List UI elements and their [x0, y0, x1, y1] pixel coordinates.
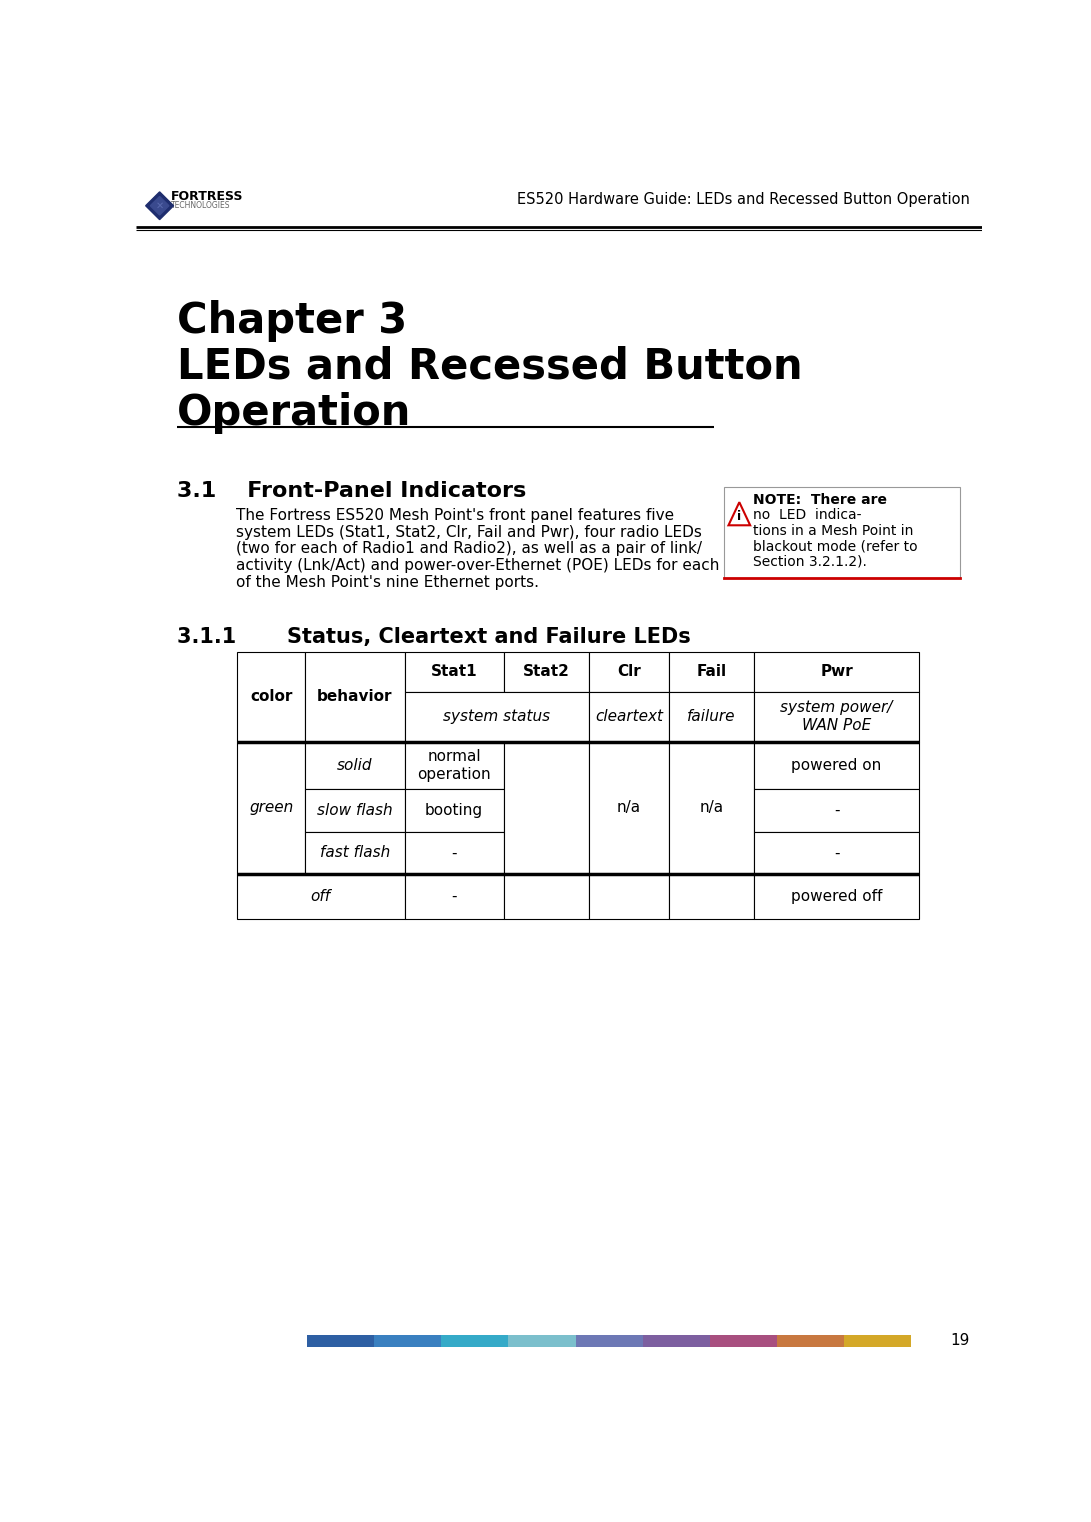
FancyBboxPatch shape: [237, 741, 305, 874]
Text: 3.1    Front-Panel Indicators: 3.1 Front-Panel Indicators: [177, 481, 526, 501]
Text: off: off: [311, 889, 331, 904]
Text: color: color: [250, 689, 292, 705]
Text: Operation: Operation: [177, 393, 411, 434]
FancyBboxPatch shape: [754, 831, 919, 874]
Text: tions in a Mesh Point in: tions in a Mesh Point in: [753, 524, 913, 537]
Text: cleartext: cleartext: [595, 709, 663, 724]
FancyBboxPatch shape: [405, 831, 504, 874]
Text: Stat2: Stat2: [523, 664, 570, 679]
FancyBboxPatch shape: [504, 741, 589, 874]
FancyBboxPatch shape: [589, 691, 669, 741]
FancyBboxPatch shape: [754, 874, 919, 919]
FancyBboxPatch shape: [589, 741, 669, 874]
Text: 3.1.1       Status, Cleartext and Failure LEDs: 3.1.1 Status, Cleartext and Failure LEDs: [177, 627, 691, 647]
FancyBboxPatch shape: [305, 831, 405, 874]
Text: -: -: [834, 845, 839, 860]
Text: -: -: [834, 804, 839, 819]
Text: no  LED  indica-: no LED indica-: [753, 508, 862, 522]
Text: NOTE:  There are: NOTE: There are: [753, 493, 887, 507]
Text: behavior: behavior: [317, 689, 393, 705]
FancyBboxPatch shape: [754, 651, 919, 691]
Polygon shape: [729, 502, 751, 525]
FancyBboxPatch shape: [441, 1335, 508, 1347]
FancyBboxPatch shape: [237, 874, 405, 919]
FancyBboxPatch shape: [669, 691, 754, 741]
Text: system power/
WAN PoE: system power/ WAN PoE: [780, 700, 892, 732]
Text: Section 3.2.1.2).: Section 3.2.1.2).: [753, 554, 867, 569]
FancyBboxPatch shape: [405, 651, 504, 691]
FancyBboxPatch shape: [754, 691, 919, 741]
Text: ES520 Hardware Guide: LEDs and Recessed Button Operation: ES520 Hardware Guide: LEDs and Recessed …: [517, 192, 970, 207]
FancyBboxPatch shape: [589, 874, 669, 919]
Text: normal
operation: normal operation: [418, 749, 491, 782]
Text: -: -: [452, 889, 457, 904]
Text: TECHNOLOGIES: TECHNOLOGIES: [170, 201, 230, 210]
FancyBboxPatch shape: [504, 874, 589, 919]
FancyBboxPatch shape: [405, 874, 504, 919]
FancyBboxPatch shape: [405, 691, 589, 741]
Text: green: green: [249, 801, 293, 816]
Text: (two for each of Radio1 and Radio2), as well as a pair of link/: (two for each of Radio1 and Radio2), as …: [236, 542, 702, 557]
Text: 19: 19: [950, 1333, 970, 1348]
Text: ✕: ✕: [156, 201, 164, 210]
Text: system status: system status: [443, 709, 550, 724]
Text: Stat1: Stat1: [431, 664, 478, 679]
Text: Chapter 3: Chapter 3: [177, 300, 407, 341]
Text: Fail: Fail: [696, 664, 727, 679]
FancyBboxPatch shape: [237, 651, 305, 741]
Text: n/a: n/a: [699, 801, 723, 816]
Text: booting: booting: [425, 804, 483, 819]
Text: failure: failure: [687, 709, 735, 724]
FancyBboxPatch shape: [754, 741, 919, 790]
FancyBboxPatch shape: [844, 1335, 911, 1347]
Text: solid: solid: [337, 758, 373, 773]
Polygon shape: [151, 196, 169, 215]
FancyBboxPatch shape: [723, 487, 960, 578]
FancyBboxPatch shape: [710, 1335, 777, 1347]
FancyBboxPatch shape: [754, 790, 919, 831]
Polygon shape: [146, 192, 173, 219]
FancyBboxPatch shape: [405, 741, 504, 790]
Text: slow flash: slow flash: [317, 804, 393, 819]
Text: of the Mesh Point's nine Ethernet ports.: of the Mesh Point's nine Ethernet ports.: [236, 575, 539, 591]
Text: activity (Lnk/Act) and power-over-Ethernet (POE) LEDs for each: activity (Lnk/Act) and power-over-Ethern…: [236, 559, 719, 574]
FancyBboxPatch shape: [643, 1335, 710, 1347]
Text: Clr: Clr: [618, 664, 640, 679]
FancyBboxPatch shape: [305, 741, 405, 790]
Text: FORTRESS: FORTRESS: [170, 190, 243, 204]
FancyBboxPatch shape: [669, 651, 754, 691]
FancyBboxPatch shape: [405, 790, 504, 831]
FancyBboxPatch shape: [669, 874, 754, 919]
FancyBboxPatch shape: [576, 1335, 643, 1347]
Text: n/a: n/a: [616, 801, 640, 816]
FancyBboxPatch shape: [307, 1335, 374, 1347]
Text: powered on: powered on: [791, 758, 882, 773]
FancyBboxPatch shape: [777, 1335, 844, 1347]
Text: The Fortress ES520 Mesh Point's front panel features five: The Fortress ES520 Mesh Point's front pa…: [236, 507, 674, 522]
FancyBboxPatch shape: [305, 790, 405, 831]
Text: powered off: powered off: [791, 889, 883, 904]
Text: i: i: [738, 510, 742, 524]
FancyBboxPatch shape: [305, 651, 405, 741]
FancyBboxPatch shape: [669, 741, 754, 874]
Text: Pwr: Pwr: [820, 664, 853, 679]
Text: -: -: [452, 845, 457, 860]
Text: system LEDs (Stat1, Stat2, Clr, Fail and Pwr), four radio LEDs: system LEDs (Stat1, Stat2, Clr, Fail and…: [236, 525, 702, 539]
FancyBboxPatch shape: [374, 1335, 441, 1347]
FancyBboxPatch shape: [504, 651, 589, 691]
FancyBboxPatch shape: [508, 1335, 576, 1347]
Text: fast flash: fast flash: [320, 845, 391, 860]
Text: blackout mode (refer to: blackout mode (refer to: [753, 539, 918, 552]
FancyBboxPatch shape: [589, 651, 669, 691]
Text: LEDs and Recessed Button: LEDs and Recessed Button: [177, 345, 802, 388]
